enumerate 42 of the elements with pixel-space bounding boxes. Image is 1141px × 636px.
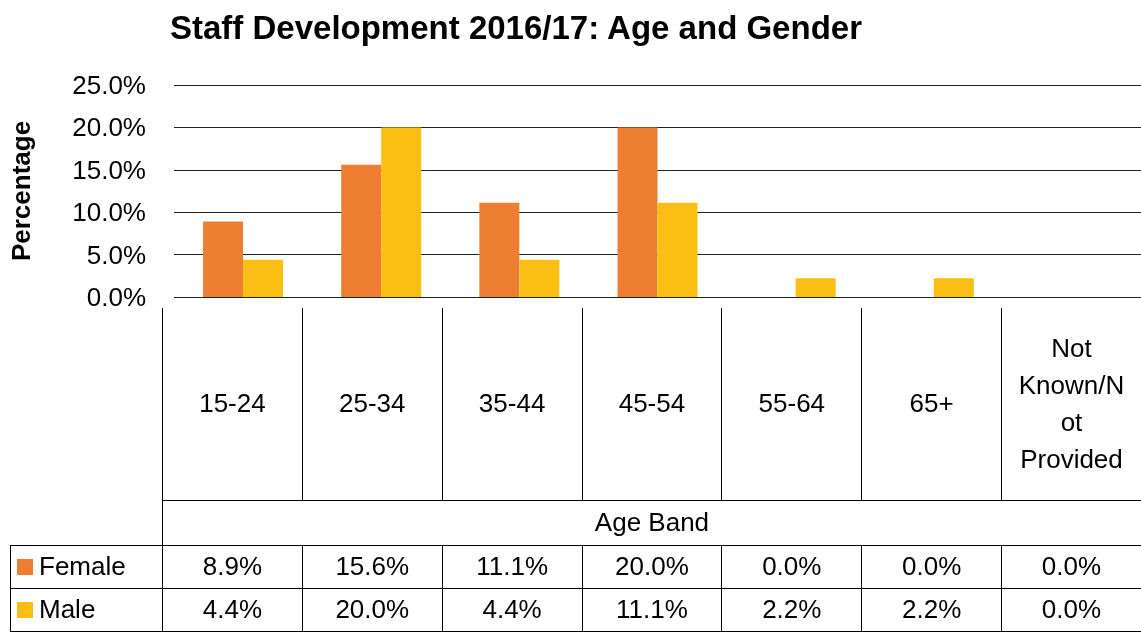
x-tick-label: 35-44: [442, 308, 583, 500]
bar: [243, 259, 284, 297]
bar: [341, 164, 382, 297]
bar: [203, 221, 244, 297]
bar: [795, 278, 836, 297]
data-label: 4.4%: [162, 588, 303, 631]
data-label: 8.9%: [162, 545, 303, 588]
data-label: 2.2%: [721, 588, 862, 631]
x-tick-label: 15-24: [162, 308, 303, 500]
y-tick-label: 25.0%: [72, 70, 146, 100]
bar: [933, 278, 974, 297]
x-tick-label: Not Known/Not Provided: [1001, 308, 1141, 500]
chart-title: Staff Development 2016/17: Age and Gender: [170, 9, 863, 46]
x-tick-label: 25-34: [302, 308, 443, 500]
data-label: 15.6%: [302, 545, 443, 588]
bar: [381, 127, 422, 297]
data-label: 0.0%: [861, 545, 1002, 588]
y-tick-label: 15.0%: [72, 154, 146, 185]
data-label: 0.0%: [1001, 588, 1141, 631]
data-label: 4.4%: [442, 588, 583, 631]
y-axis-title: Percentage: [6, 120, 36, 262]
x-tick-label: 55-64: [721, 308, 862, 500]
data-label: 11.1%: [582, 588, 722, 631]
data-label: 0.0%: [1001, 545, 1141, 588]
data-label: 11.1%: [442, 545, 583, 588]
legend-label: Male: [10, 588, 163, 631]
x-tick-label: 65+: [861, 308, 1002, 500]
y-tick-label: 0.0%: [86, 282, 146, 312]
bar: [519, 259, 560, 297]
x-tick-label: 45-54: [582, 308, 722, 500]
data-label: 20.0%: [582, 545, 722, 588]
legend-label: Female: [10, 545, 163, 588]
bar: [617, 127, 658, 297]
bar: [479, 202, 520, 297]
y-tick-label: 10.0%: [72, 197, 146, 228]
bar: [657, 202, 698, 297]
y-tick-label: 5.0%: [86, 239, 146, 270]
data-label: 2.2%: [861, 588, 1002, 631]
data-label: 20.0%: [302, 588, 443, 631]
data-label: 0.0%: [721, 545, 862, 588]
y-tick-label: 20.0%: [72, 112, 146, 143]
x-axis-title: Age Band: [162, 500, 1141, 545]
